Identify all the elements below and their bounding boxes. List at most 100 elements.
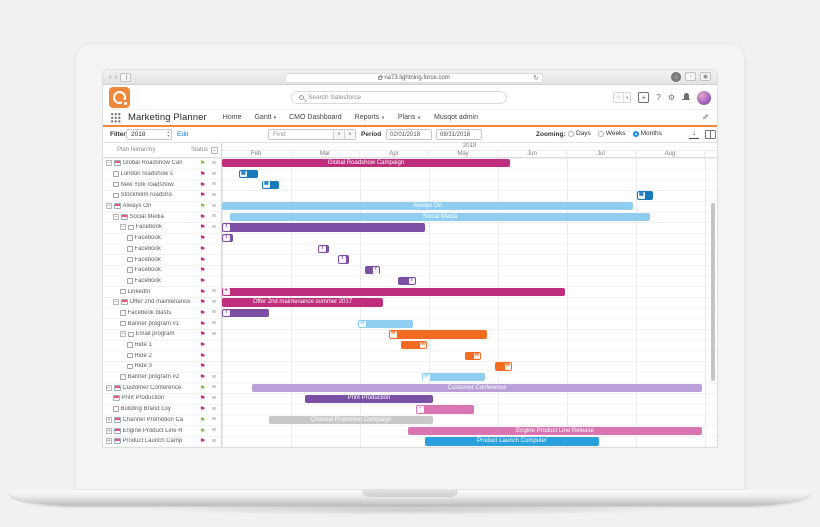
period-start-input[interactable]: 02/01/2018 xyxy=(386,129,432,140)
tree-row[interactable]: Ride 1 ⚑ xyxy=(103,340,221,351)
tree-row[interactable]: Facebook ⚑ xyxy=(103,233,221,244)
gantt-bar[interactable]: f xyxy=(222,234,233,243)
collapse-icon[interactable]: − xyxy=(113,299,119,306)
row-menu-icon[interactable]: ≡ xyxy=(211,416,216,424)
gantt-bar[interactable]: Customer Conference xyxy=(252,383,702,393)
musqot-logo[interactable] xyxy=(109,87,130,108)
row-menu-icon[interactable]: ≡ xyxy=(211,223,216,231)
row-checkbox[interactable] xyxy=(127,235,133,241)
period-end-input[interactable]: 08/31/2018 xyxy=(436,129,482,140)
row-menu-icon[interactable]: ≡ xyxy=(211,384,216,392)
edit-filter-link[interactable]: Edit xyxy=(177,131,189,138)
row-menu-icon[interactable]: ≡ xyxy=(211,202,216,210)
help-icon[interactable]: ? xyxy=(656,93,661,102)
radio-icon[interactable] xyxy=(632,130,639,137)
gantt-bar[interactable]: ✉ xyxy=(358,319,413,328)
row-menu-icon[interactable]: ≡ xyxy=(211,405,216,413)
row-checkbox[interactable] xyxy=(127,267,133,273)
browser-forward-icon[interactable]: › xyxy=(114,72,118,81)
tree-row[interactable]: Facebook ⚑ xyxy=(103,276,221,287)
nav-item-reports[interactable]: Reports ∨ xyxy=(354,114,385,121)
gantt-bar[interactable]: ▦ xyxy=(239,169,258,179)
gantt-bar[interactable]: f xyxy=(222,223,425,232)
gantt-bar[interactable]: Global Roadshow Campaign xyxy=(222,159,510,168)
row-checkbox[interactable] xyxy=(120,320,126,327)
find-prev-button[interactable]: ∧ xyxy=(333,130,344,139)
browser-url-bar[interactable]: na73.lightning.force.com ↻ xyxy=(285,72,543,83)
row-checkbox[interactable] xyxy=(127,256,133,263)
browser-tabs-icon[interactable]: ▣ xyxy=(700,72,711,81)
gantt-bar[interactable]: Product Launch Computer xyxy=(425,437,599,446)
tree-row[interactable]: Facebook ⚑ xyxy=(103,254,221,265)
gantt-bar[interactable]: Always On xyxy=(222,201,633,211)
gantt-bar[interactable]: ✉ xyxy=(401,341,427,350)
gantt-bar[interactable]: f xyxy=(222,308,269,318)
gantt-bar[interactable]: ● xyxy=(222,287,565,296)
user-avatar[interactable] xyxy=(697,90,711,105)
tree-row[interactable]: Stockholm roadsho ⚑ ≡ xyxy=(103,190,221,201)
vertical-scrollbar[interactable] xyxy=(711,203,715,381)
browser-share-icon[interactable]: ↑ xyxy=(685,72,696,81)
gantt-bar[interactable]: f xyxy=(365,266,380,275)
gantt-bar[interactable]: f xyxy=(338,255,349,264)
row-menu-icon[interactable]: ≡ xyxy=(211,427,216,435)
row-checkbox[interactable] xyxy=(120,374,126,380)
collapse-icon[interactable]: − xyxy=(120,224,126,231)
expand-icon[interactable]: + xyxy=(106,438,112,445)
row-menu-icon[interactable]: ≡ xyxy=(211,213,216,221)
tree-row[interactable]: Building Brand Loy ⚑ ≡ xyxy=(103,404,221,415)
tree-row[interactable]: + Channel Promotion Ca ⚑ ≡ xyxy=(103,415,221,426)
row-menu-icon[interactable]: ≡ xyxy=(211,437,216,445)
gantt-bar[interactable]: Print Production xyxy=(305,394,433,403)
edit-page-icon[interactable]: ✎ xyxy=(702,113,709,122)
gantt-bar[interactable]: Channel Promotion Campaign xyxy=(269,415,433,425)
tree-row[interactable]: Facebook ⚑ xyxy=(103,244,221,255)
row-menu-icon[interactable]: ≡ xyxy=(211,181,216,189)
browser-profile-icon[interactable]: ↓ xyxy=(671,72,681,82)
add-button[interactable]: + xyxy=(638,92,650,103)
row-menu-icon[interactable]: ≡ xyxy=(211,288,216,296)
setup-gear-icon[interactable]: ⚙ xyxy=(667,93,675,102)
download-icon[interactable]: ↓ xyxy=(689,129,699,139)
gantt-bar[interactable]: f xyxy=(398,276,416,286)
row-menu-icon[interactable]: ≡ xyxy=(211,298,216,306)
collapse-icon[interactable]: − xyxy=(113,213,119,220)
tree-row[interactable]: London roadshow s ⚑ ≡ xyxy=(103,169,221,180)
row-menu-icon[interactable]: ≡ xyxy=(211,170,216,178)
nav-item-plans[interactable]: Plans ∨ xyxy=(397,114,422,121)
row-checkbox[interactable] xyxy=(127,352,133,359)
gantt-bar[interactable]: f xyxy=(318,244,329,254)
tree-row[interactable]: LinkedIn ⚑ ≡ xyxy=(103,286,221,297)
collapse-icon[interactable]: − xyxy=(120,331,126,338)
gantt-bar[interactable]: Engine Product Line Release xyxy=(408,426,702,435)
columns-icon[interactable] xyxy=(705,130,716,139)
expand-icon[interactable]: + xyxy=(106,416,112,423)
tree-row[interactable]: − Facebook ⚑ ≡ xyxy=(103,222,221,233)
browser-sidebar-icon[interactable] xyxy=(120,72,132,82)
tree-row[interactable]: − Offer 2nd maintenance ⚑ ≡ xyxy=(103,297,221,308)
gantt-bar[interactable]: Social Media xyxy=(230,212,650,221)
collapse-icon[interactable]: − xyxy=(106,203,112,210)
row-checkbox[interactable] xyxy=(128,331,134,338)
row-checkbox[interactable] xyxy=(128,224,134,231)
row-checkbox[interactable] xyxy=(127,363,133,370)
tree-row[interactable]: + Product Launch Camp ⚑ ≡ xyxy=(103,436,221,447)
tree-row[interactable]: Ride 3 ⚑ xyxy=(103,361,221,372)
row-checkbox[interactable] xyxy=(113,406,119,412)
row-menu-icon[interactable]: ≡ xyxy=(211,373,216,381)
filter-select[interactable]: 2018 ▴ ▾ xyxy=(126,129,172,140)
nav-item-home[interactable]: Home xyxy=(222,114,242,121)
row-menu-icon[interactable]: ≡ xyxy=(211,159,216,167)
collapse-icon[interactable]: − xyxy=(106,160,112,167)
tree-row[interactable]: Ride 2 ⚑ xyxy=(103,350,221,361)
row-checkbox[interactable] xyxy=(113,181,119,188)
tree-row[interactable]: + Engine Product Line R ⚑ ≡ xyxy=(103,425,221,436)
column-picker-icon[interactable]: + xyxy=(211,146,218,154)
nav-item-gantt[interactable]: Gantt ▾ xyxy=(254,114,277,121)
tree-row[interactable]: Facebook blasts ⚑ ≡ xyxy=(103,308,221,319)
gantt-bar[interactable]: ▦ xyxy=(637,191,653,200)
gantt-bar[interactable]: ✉ xyxy=(389,330,487,339)
row-menu-icon[interactable]: ≡ xyxy=(211,320,216,328)
favorites-button[interactable]: ☆ ▾ xyxy=(612,92,632,103)
row-checkbox[interactable] xyxy=(113,171,119,177)
